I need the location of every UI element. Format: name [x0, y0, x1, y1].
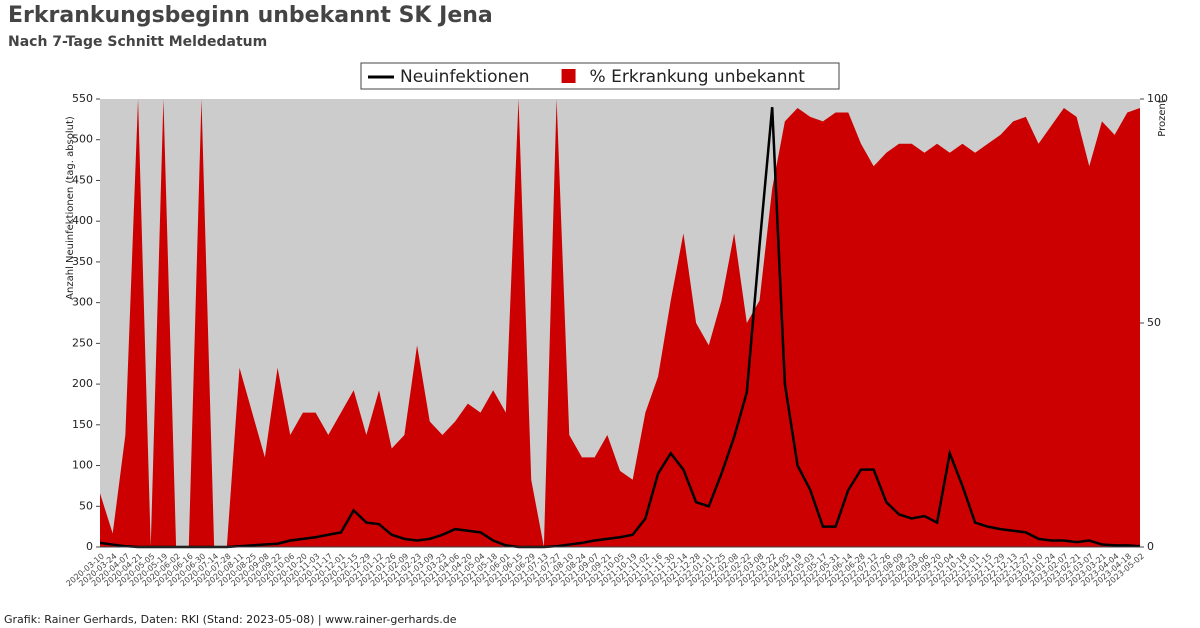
y2-tick-label: 0 [1147, 540, 1154, 553]
y-tick-label: 550 [72, 92, 93, 105]
legend-label: Neuinfektionen [400, 67, 530, 87]
y2-axis-label: Prozent [1157, 99, 1168, 137]
area [100, 99, 1140, 547]
y-tick-label: 100 [72, 459, 93, 472]
legend: Neuinfektionen % Erkrankung unbekannt [360, 62, 840, 90]
y-tick-label: 250 [72, 336, 93, 349]
line [99, 107, 1141, 549]
chart-subtitle: Nach 7-Tage Schnitt Meldedatum [8, 34, 267, 50]
y-tick-label: 50 [79, 499, 93, 512]
y-axis-label: Anzahl Neuinfektionen (tag. absolut) [65, 116, 76, 300]
legend-box [360, 62, 840, 90]
y-tick-label: 200 [72, 377, 93, 390]
y-tick-label: 500 [72, 133, 93, 146]
footer: Grafik: Rainer Gerhards, Daten: RKI (Sta… [4, 613, 457, 626]
y-tick-label: 400 [72, 214, 93, 227]
legend-label: % Erkrankung unbekannt [590, 67, 806, 87]
y-tick-label: 450 [72, 173, 93, 186]
y-tick-label: 300 [72, 296, 93, 309]
y-tick-label: 350 [72, 255, 93, 268]
y2-tick-label: 100 [1147, 92, 1168, 105]
legend-swatch [561, 69, 576, 83]
y2-tick-label: 50 [1147, 316, 1161, 329]
y-tick-label: 0 [86, 540, 93, 553]
chart-title: Erkrankungsbeginn unbekannt SK Jena [8, 3, 493, 28]
y-tick-label: 150 [72, 418, 93, 431]
